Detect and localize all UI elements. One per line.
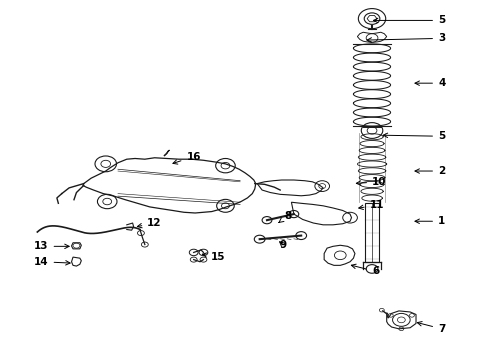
Text: 5: 5	[383, 131, 445, 141]
Text: 5: 5	[373, 15, 445, 26]
Polygon shape	[387, 311, 416, 329]
Polygon shape	[83, 158, 256, 213]
Text: 14: 14	[34, 257, 70, 267]
Text: 9: 9	[279, 239, 286, 249]
Polygon shape	[324, 245, 355, 265]
Text: 13: 13	[34, 241, 69, 251]
Polygon shape	[257, 180, 323, 196]
Polygon shape	[357, 32, 387, 42]
Text: 6: 6	[351, 264, 379, 276]
Text: 3: 3	[367, 33, 445, 43]
Polygon shape	[72, 257, 81, 266]
Bar	[365, 203, 379, 262]
Text: 10: 10	[356, 177, 387, 187]
Text: 16: 16	[173, 152, 201, 164]
Text: 2: 2	[415, 166, 445, 176]
Polygon shape	[72, 243, 81, 249]
Text: 11: 11	[359, 200, 384, 210]
Text: 4: 4	[415, 78, 445, 88]
Text: 12: 12	[137, 218, 162, 228]
Text: 7: 7	[417, 321, 445, 334]
Polygon shape	[292, 202, 351, 225]
Text: 1: 1	[415, 216, 445, 226]
Text: 8: 8	[279, 211, 292, 222]
Text: 15: 15	[202, 252, 225, 262]
